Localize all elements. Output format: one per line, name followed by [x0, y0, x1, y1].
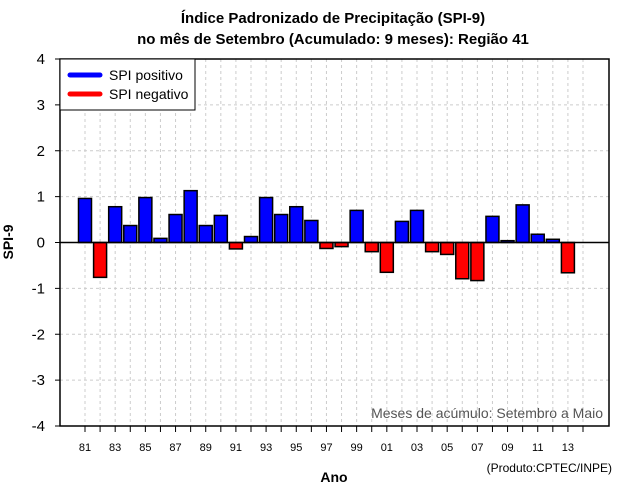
x-tick-label: 01	[381, 442, 393, 454]
bar-92	[243, 235, 259, 244]
bar-95	[289, 205, 304, 244]
x-tick-label: 93	[260, 442, 272, 454]
bar-89	[198, 224, 213, 244]
y-tick-label: 1	[37, 189, 45, 206]
x-axis: 81 83 85 87 89 91 93 95 97 99 01 03 05 07 09 11 13	[79, 426, 584, 454]
accumulation-annotation: Meses de acúmulo: Setembro a Maio	[371, 405, 603, 421]
bar-01	[379, 241, 395, 274]
bar-04	[424, 241, 440, 253]
chart-title-line-1: Índice Padronizado de Precipitação (SPI-…	[181, 10, 485, 27]
bar-82	[92, 241, 108, 279]
bar-88	[183, 189, 198, 244]
chart-title-line-2: no mês de Setembro (Acumulado: 9 meses):…	[137, 31, 529, 48]
y-tick-label: 0	[37, 235, 45, 252]
legend: SPI positivo SPI negativo	[59, 58, 196, 111]
x-tick-label: 81	[79, 442, 91, 454]
x-tick-label: 13	[562, 442, 574, 454]
bar-06	[455, 241, 470, 280]
product-credit: (Produto:CPTEC/INPE)	[487, 461, 612, 475]
x-tick-label: 85	[139, 442, 151, 454]
bar-94	[273, 213, 289, 244]
bar-83	[107, 205, 123, 244]
bar-91	[228, 241, 244, 250]
bar-03	[409, 209, 425, 244]
y-tick-label: -3	[32, 372, 45, 389]
x-tick-label: 99	[351, 442, 363, 454]
bar-00	[364, 241, 379, 253]
y-tick-label: 3	[37, 97, 45, 114]
x-axis-label: Ano	[320, 469, 347, 485]
y-tick-label: 2	[37, 143, 45, 160]
x-tick-label: 83	[109, 442, 121, 454]
x-tick-label: 97	[320, 442, 332, 454]
legend-box	[59, 58, 196, 111]
x-tick-label: 87	[169, 442, 181, 454]
bar-87	[168, 213, 183, 244]
legend-label-positive: SPI positivo	[109, 67, 183, 83]
x-tick-label: 95	[290, 442, 302, 454]
y-axis-label: SPI-9	[0, 224, 16, 259]
bar-08	[485, 215, 500, 244]
y-tick-label: 4	[37, 51, 45, 68]
bar-11	[530, 233, 545, 244]
bar-02	[394, 220, 410, 244]
bar-99	[349, 209, 364, 244]
y-axis: 4 3 2 1 0 -1 -2 -3 -4	[32, 51, 60, 435]
bar-05	[439, 241, 455, 256]
x-tick-label: 03	[411, 442, 423, 454]
bar-85	[138, 196, 153, 244]
bar-13	[560, 241, 576, 274]
y-tick-label: -1	[32, 280, 45, 297]
x-tick-label: 91	[230, 442, 242, 454]
x-tick-label: 09	[501, 442, 513, 454]
x-tick-label: 05	[441, 442, 453, 454]
bar-90	[213, 214, 229, 244]
bar-97	[319, 241, 334, 250]
x-tick-label: 07	[471, 442, 483, 454]
bar-93	[258, 196, 274, 244]
y-tick-label: -4	[32, 418, 45, 435]
bar-81	[77, 197, 93, 244]
y-tick-label: -2	[32, 326, 45, 343]
x-tick-label: 89	[200, 442, 212, 454]
grid-lines	[60, 59, 609, 426]
bar-84	[123, 224, 138, 244]
x-tick-label: 11	[532, 442, 543, 454]
legend-label-negative: SPI negativo	[109, 86, 189, 102]
bar-10	[515, 204, 530, 244]
bar-07	[470, 241, 485, 282]
bar-96	[304, 219, 319, 244]
